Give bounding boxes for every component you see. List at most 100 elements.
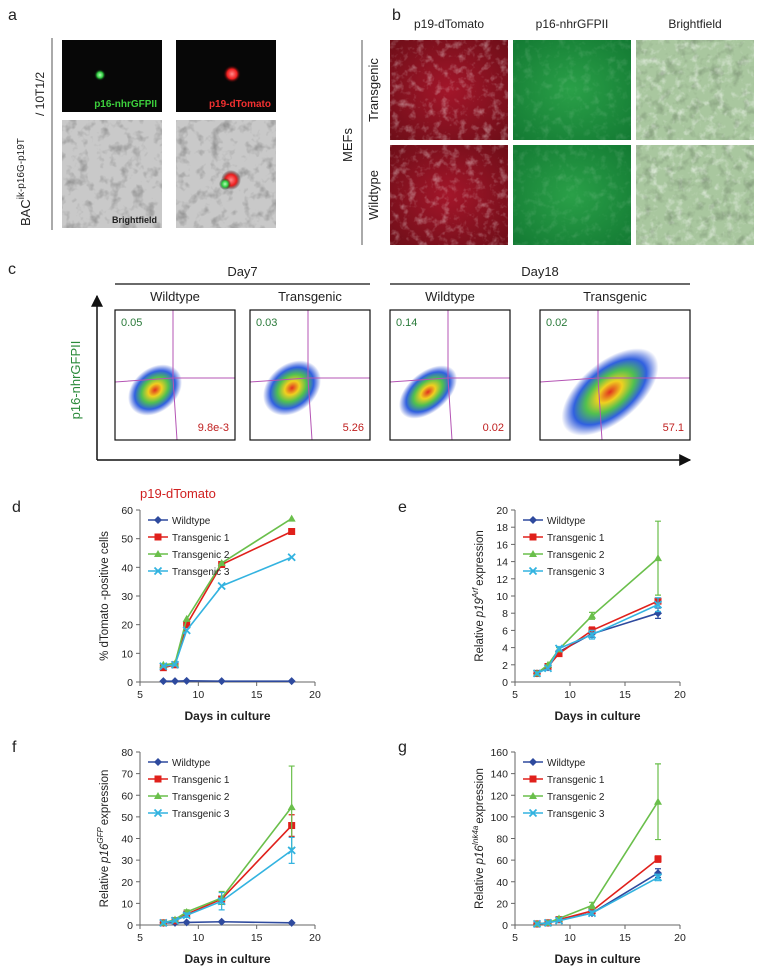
plot-frame [389, 309, 511, 441]
marker [183, 621, 191, 629]
side-label-suffix: / 10T1/2 [33, 72, 47, 116]
y-tick-label: 6 [502, 625, 508, 637]
marker [182, 614, 191, 622]
ylabel-gene: p19 [474, 597, 486, 618]
y-tick-label: 70 [121, 769, 133, 781]
panel-label: b [392, 7, 401, 24]
x-tick-label: 15 [251, 689, 263, 701]
y-tick-label: 40 [121, 834, 133, 846]
texture [513, 145, 631, 245]
y-tick-label: 40 [496, 877, 508, 889]
legend-marker [154, 775, 162, 783]
legend-marker [529, 792, 537, 799]
series-line [536, 612, 659, 675]
ylabel-prefix: Relative [99, 866, 111, 908]
gate-value: 0.02 [546, 317, 567, 329]
marker [587, 908, 597, 918]
y-tick-label: 60 [496, 855, 508, 867]
marker [217, 917, 226, 926]
legend-label: Wildtype [172, 516, 211, 527]
density [128, 364, 182, 416]
ylabel-superscript: Ink4a [471, 825, 480, 845]
y-tick-label: 4 [502, 643, 508, 655]
gate [114, 310, 235, 441]
legend-label: Transgenic 3 [172, 809, 230, 820]
marker [587, 630, 597, 639]
x-tick-label: 10 [192, 689, 204, 701]
x-tick-label: 20 [309, 932, 321, 944]
legend-marker [154, 550, 162, 557]
texture [636, 145, 754, 245]
ylabel-prefix: Relative [474, 620, 486, 662]
side-label: BACik-p16G-p19T [16, 138, 33, 226]
plot-title: Transgenic [583, 289, 647, 304]
y-tick-label: 80 [496, 834, 508, 846]
legend-marker [529, 516, 537, 524]
marker [532, 669, 542, 678]
density [263, 360, 321, 416]
y-tick-label: 160 [490, 747, 508, 759]
marker [159, 918, 168, 927]
plot-frame [249, 309, 371, 441]
y-tick-label: 0 [127, 920, 133, 932]
y-tick-label: 12 [496, 574, 508, 586]
gate-value: 57.1 [663, 422, 684, 434]
x-tick-label: 20 [674, 689, 686, 701]
x-tick-label: 15 [251, 932, 263, 944]
marker [555, 650, 563, 658]
y-tick-label: 100 [490, 812, 508, 824]
marker [287, 553, 296, 562]
row-label: Transgenic [366, 58, 381, 122]
column-header: p16-nhrGFPII [536, 17, 609, 31]
x-tick-label: 5 [137, 932, 143, 944]
y-tick-label: 60 [121, 790, 133, 802]
y-tick-label: 20 [121, 620, 133, 632]
gate-value: 0.14 [396, 317, 417, 329]
panel-label: g [398, 739, 407, 756]
ylabel-suffix: expression [99, 770, 111, 826]
gate [389, 310, 510, 441]
y-tick-label: 2 [502, 660, 508, 672]
series-line [536, 603, 659, 675]
group-label: MEFs [340, 128, 355, 162]
y-axis-label: Relative p19Arfexpression [471, 530, 486, 662]
legend-label: Transgenic 3 [547, 809, 605, 820]
legend-label: Transgenic 2 [547, 792, 605, 803]
panel-label: d [12, 499, 21, 516]
plot-title: Wildtype [425, 289, 475, 304]
legend-marker [528, 566, 538, 576]
legend-marker [529, 550, 537, 557]
panel-label: a [8, 7, 17, 24]
legend-label: Transgenic 1 [172, 775, 230, 786]
marker [170, 660, 180, 669]
marker [532, 919, 542, 929]
y-tick-label: 10 [496, 591, 508, 603]
green-cell [94, 69, 106, 81]
texture [513, 40, 631, 140]
y-tick-label: 20 [496, 505, 508, 517]
x-tick-label: 10 [564, 932, 576, 944]
x-tick-label: 20 [674, 932, 686, 944]
marker [217, 559, 226, 567]
marker [159, 677, 168, 686]
panel-c-plots: Day7 Wildtype 0.05 9.8e-3 Transgenic 0.03 5.26… [114, 264, 691, 441]
x-axis-label: Days in culture [554, 952, 640, 966]
marker [654, 855, 662, 863]
legend-label: Transgenic 2 [172, 550, 230, 561]
marker [543, 664, 553, 673]
group-header: Day18 [521, 264, 559, 279]
y-tick-label: 50 [121, 534, 133, 546]
group-header: Day7 [227, 264, 257, 279]
ylabel-superscript: GFP [96, 827, 105, 844]
y-axis-label: Relativep16Ink4aexpression [471, 768, 486, 909]
y-axis-label: % dTomato -positive cells [99, 531, 111, 661]
panel-label: e [398, 499, 407, 516]
marker [287, 846, 296, 855]
y-tick-label: 14 [496, 557, 508, 569]
panel-b-images: p19-dTomato p16-nhrGFPII Brightfield Transg… [366, 17, 754, 245]
legend-label: Transgenic 1 [172, 533, 230, 544]
legend-marker [153, 808, 163, 818]
ylabel-gene: p16 [99, 843, 111, 864]
marker [171, 677, 179, 686]
